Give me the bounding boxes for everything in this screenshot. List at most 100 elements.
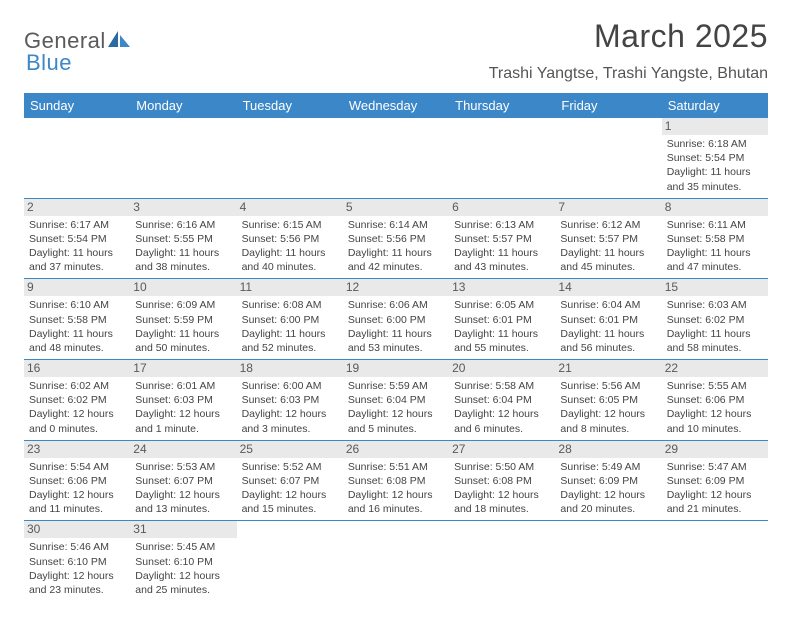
location-text: Trashi Yangtse, Trashi Yangste, Bhutan <box>489 65 768 83</box>
day-number: 21 <box>555 360 661 377</box>
day-number: 20 <box>449 360 555 377</box>
daylight-text: Daylight: 12 hours and 25 minutes. <box>135 569 231 597</box>
daylight-text: Daylight: 11 hours and 38 minutes. <box>135 246 231 274</box>
daylight-text: Daylight: 11 hours and 37 minutes. <box>29 246 125 274</box>
day-number: 3 <box>130 199 236 216</box>
daylight-text: Daylight: 12 hours and 16 minutes. <box>348 488 444 516</box>
sunset-text: Sunset: 6:02 PM <box>29 393 125 407</box>
brand-word2: Blue <box>26 50 72 76</box>
day-details: Sunrise: 5:45 AMSunset: 6:10 PMDaylight:… <box>135 540 231 597</box>
day-of-week-row: Sunday Monday Tuesday Wednesday Thursday… <box>24 93 768 118</box>
calendar-cell <box>343 118 449 198</box>
sunset-text: Sunset: 6:10 PM <box>29 555 125 569</box>
daylight-text: Daylight: 12 hours and 13 minutes. <box>135 488 231 516</box>
dow-wednesday: Wednesday <box>343 93 449 118</box>
daylight-text: Daylight: 11 hours and 45 minutes. <box>560 246 656 274</box>
day-number: 10 <box>130 279 236 296</box>
calendar-cell: 20Sunrise: 5:58 AMSunset: 6:04 PMDayligh… <box>449 360 555 441</box>
sunrise-text: Sunrise: 6:09 AM <box>135 298 231 312</box>
sunrise-text: Sunrise: 5:50 AM <box>454 460 550 474</box>
calendar-cell <box>555 118 661 198</box>
sunrise-text: Sunrise: 5:52 AM <box>242 460 338 474</box>
dow-saturday: Saturday <box>662 93 768 118</box>
dow-friday: Friday <box>555 93 661 118</box>
sunset-text: Sunset: 5:57 PM <box>560 232 656 246</box>
day-details: Sunrise: 5:46 AMSunset: 6:10 PMDaylight:… <box>29 540 125 597</box>
day-details: Sunrise: 5:47 AMSunset: 6:09 PMDaylight:… <box>667 460 763 517</box>
calendar-cell: 27Sunrise: 5:50 AMSunset: 6:08 PMDayligh… <box>449 440 555 521</box>
calendar-cell: 13Sunrise: 6:05 AMSunset: 6:01 PMDayligh… <box>449 279 555 360</box>
daylight-text: Daylight: 12 hours and 10 minutes. <box>667 407 763 435</box>
dow-sunday: Sunday <box>24 93 130 118</box>
day-details: Sunrise: 5:53 AMSunset: 6:07 PMDaylight:… <box>135 460 231 517</box>
daylight-text: Daylight: 11 hours and 58 minutes. <box>667 327 763 355</box>
sunset-text: Sunset: 6:02 PM <box>667 313 763 327</box>
calendar-cell <box>662 521 768 601</box>
sunrise-text: Sunrise: 5:53 AM <box>135 460 231 474</box>
sunset-text: Sunset: 6:08 PM <box>454 474 550 488</box>
day-number: 14 <box>555 279 661 296</box>
sunrise-text: Sunrise: 5:58 AM <box>454 379 550 393</box>
calendar-row: 9Sunrise: 6:10 AMSunset: 5:58 PMDaylight… <box>24 279 768 360</box>
month-title: March 2025 <box>489 18 768 55</box>
sunset-text: Sunset: 5:54 PM <box>667 151 763 165</box>
calendar-cell: 22Sunrise: 5:55 AMSunset: 6:06 PMDayligh… <box>662 360 768 441</box>
sunrise-text: Sunrise: 6:12 AM <box>560 218 656 232</box>
sunrise-text: Sunrise: 5:49 AM <box>560 460 656 474</box>
sunrise-text: Sunrise: 6:17 AM <box>29 218 125 232</box>
calendar-cell <box>343 521 449 601</box>
calendar-cell: 7Sunrise: 6:12 AMSunset: 5:57 PMDaylight… <box>555 198 661 279</box>
day-number: 4 <box>237 199 343 216</box>
day-number: 9 <box>24 279 130 296</box>
daylight-text: Daylight: 12 hours and 3 minutes. <box>242 407 338 435</box>
day-number: 17 <box>130 360 236 377</box>
sunrise-text: Sunrise: 5:51 AM <box>348 460 444 474</box>
calendar-cell: 8Sunrise: 6:11 AMSunset: 5:58 PMDaylight… <box>662 198 768 279</box>
day-number: 1 <box>662 118 768 135</box>
sunrise-text: Sunrise: 6:15 AM <box>242 218 338 232</box>
day-number: 24 <box>130 441 236 458</box>
day-details: Sunrise: 5:54 AMSunset: 6:06 PMDaylight:… <box>29 460 125 517</box>
sunrise-text: Sunrise: 6:10 AM <box>29 298 125 312</box>
day-details: Sunrise: 6:00 AMSunset: 6:03 PMDaylight:… <box>242 379 338 436</box>
sunrise-text: Sunrise: 6:18 AM <box>667 137 763 151</box>
calendar-cell: 3 Sunrise: 6:16 AMSunset: 5:55 PMDaylight… <box>130 198 236 279</box>
calendar-cell: 14Sunrise: 6:04 AMSunset: 6:01 PMDayligh… <box>555 279 661 360</box>
day-number: 19 <box>343 360 449 377</box>
day-details: Sunrise: 6:15 AMSunset: 5:56 PMDaylight:… <box>242 218 338 275</box>
sunset-text: Sunset: 5:55 PM <box>135 232 231 246</box>
sunrise-text: Sunrise: 6:03 AM <box>667 298 763 312</box>
daylight-text: Daylight: 11 hours and 56 minutes. <box>560 327 656 355</box>
dow-monday: Monday <box>130 93 236 118</box>
daylight-text: Daylight: 11 hours and 47 minutes. <box>667 246 763 274</box>
calendar-cell: 1 Sunrise: 6:18 AMSunset: 5:54 PMDaylight… <box>662 118 768 198</box>
sunset-text: Sunset: 5:57 PM <box>454 232 550 246</box>
sunrise-text: Sunrise: 6:08 AM <box>242 298 338 312</box>
calendar-cell: 26Sunrise: 5:51 AMSunset: 6:08 PMDayligh… <box>343 440 449 521</box>
calendar-row: 16Sunrise: 6:02 AMSunset: 6:02 PMDayligh… <box>24 360 768 441</box>
sunset-text: Sunset: 5:54 PM <box>29 232 125 246</box>
day-number: 26 <box>343 441 449 458</box>
day-details: Sunrise: 6:16 AMSunset: 5:55 PMDaylight:… <box>135 218 231 275</box>
sunset-text: Sunset: 6:01 PM <box>454 313 550 327</box>
day-number: 22 <box>662 360 768 377</box>
sunrise-text: Sunrise: 5:54 AM <box>29 460 125 474</box>
day-details: Sunrise: 5:52 AMSunset: 6:07 PMDaylight:… <box>242 460 338 517</box>
sunrise-text: Sunrise: 5:46 AM <box>29 540 125 554</box>
calendar-cell: 5Sunrise: 6:14 AMSunset: 5:56 PMDaylight… <box>343 198 449 279</box>
daylight-text: Daylight: 11 hours and 35 minutes. <box>667 165 763 193</box>
daylight-text: Daylight: 12 hours and 6 minutes. <box>454 407 550 435</box>
calendar-cell: 11Sunrise: 6:08 AMSunset: 6:00 PMDayligh… <box>237 279 343 360</box>
day-details: Sunrise: 6:13 AMSunset: 5:57 PMDaylight:… <box>454 218 550 275</box>
day-details: Sunrise: 5:59 AMSunset: 6:04 PMDaylight:… <box>348 379 444 436</box>
calendar-cell: 4 Sunrise: 6:15 AMSunset: 5:56 PMDaylight… <box>237 198 343 279</box>
sunset-text: Sunset: 6:10 PM <box>135 555 231 569</box>
calendar-row: 23Sunrise: 5:54 AMSunset: 6:06 PMDayligh… <box>24 440 768 521</box>
day-details: Sunrise: 6:06 AMSunset: 6:00 PMDaylight:… <box>348 298 444 355</box>
calendar-cell: 18Sunrise: 6:00 AMSunset: 6:03 PMDayligh… <box>237 360 343 441</box>
daylight-text: Daylight: 11 hours and 48 minutes. <box>29 327 125 355</box>
daylight-text: Daylight: 11 hours and 42 minutes. <box>348 246 444 274</box>
calendar-cell <box>130 118 236 198</box>
daylight-text: Daylight: 12 hours and 23 minutes. <box>29 569 125 597</box>
calendar-cell <box>449 521 555 601</box>
